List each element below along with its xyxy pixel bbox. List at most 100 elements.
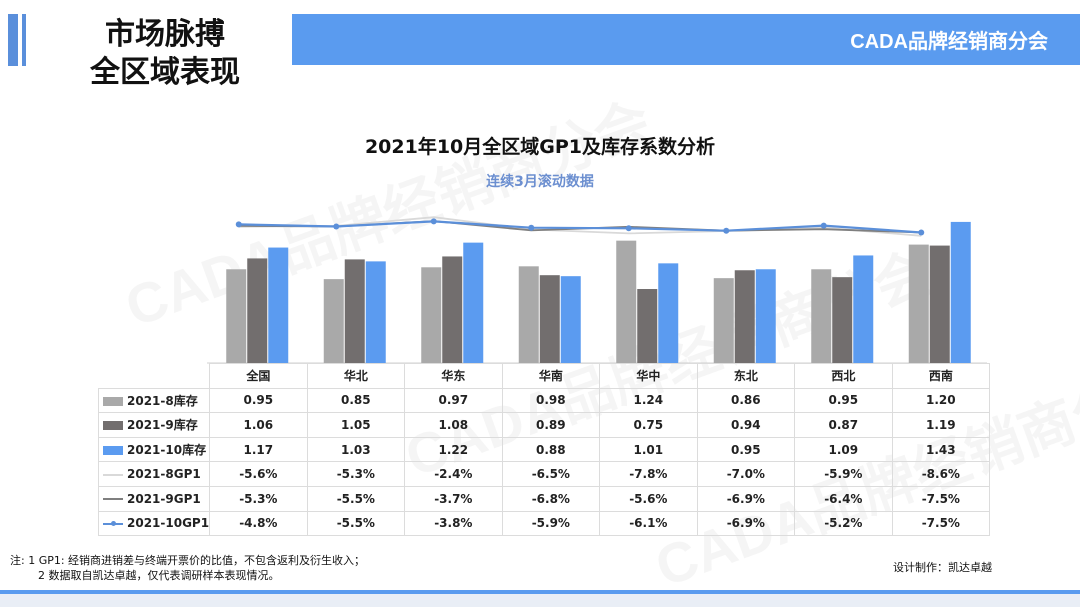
header-band: CADA品牌经销商分会: [292, 14, 1080, 65]
point-2021-10GP1: [528, 224, 535, 231]
data-label: 0.95: [209, 387, 308, 414]
category-label: 西北: [794, 363, 893, 389]
point-2021-10GP1: [235, 221, 242, 228]
legend-swatch: [103, 396, 123, 406]
table-row: 2021-9GP1 -5.3% -5.5% -3.7% -6.8% -5.6% -6.9% -…: [97, 485, 991, 512]
table-row: 2021-10GP1 -4.8% -5.5% -3.8% -5.9% -6.1% -6.9%…: [97, 510, 991, 537]
data-label: -7.0%: [696, 461, 796, 487]
legend-label: 2021-9库存: [127, 418, 198, 433]
data-label: 0.97: [404, 387, 503, 414]
data-label: -5.5%: [306, 485, 406, 512]
footnote-line2: 2 数据取自凯达卓越，仅代表调研样本表现情况。: [38, 569, 280, 582]
data-label: 1.19: [891, 412, 991, 438]
legend-label: 2021-9GP1: [127, 491, 201, 506]
data-label: -5.6%: [599, 485, 698, 512]
data-label: 1.43: [891, 436, 991, 463]
table-header-row: 全国 华北 华东 华南 华中 东北 西北 西南: [98, 363, 991, 389]
bar-2021-8库存: [226, 269, 247, 363]
bar-2021-9库存: [637, 289, 658, 363]
bar-2021-9库存: [539, 275, 560, 363]
bar-2021-8库存: [616, 240, 637, 363]
data-label: -7.5%: [891, 510, 991, 537]
data-label: 0.98: [501, 387, 601, 414]
data-label: -5.3%: [306, 461, 406, 487]
bottom-band: [0, 590, 1080, 607]
bar-2021-9库存: [442, 256, 463, 363]
bar-2021-8库存: [518, 266, 539, 363]
data-table: 全国 华北 华东 华南 华中 东北 西北 西南 2021-8库存 0.95 0.85…: [97, 363, 991, 537]
line-2021-10GP1: [238, 220, 922, 234]
legend-entry: 2021-9库存: [97, 412, 211, 438]
data-label: -5.9%: [794, 461, 893, 487]
bar-2021-8库存: [323, 279, 344, 363]
data-label: 1.08: [404, 412, 503, 438]
page-title: 市场脉搏 全区域表现: [60, 16, 270, 92]
category-label: 华北: [306, 363, 406, 389]
category-label: 东北: [696, 363, 796, 389]
data-label: 1.01: [599, 436, 698, 463]
data-label: -8.6%: [891, 461, 991, 487]
point-2021-10GP1: [723, 227, 730, 234]
legend-entry: 2021-9GP1: [97, 485, 211, 512]
bar-2021-8库存: [421, 267, 442, 363]
brand-label: CADA品牌经销商分会: [850, 31, 1048, 53]
legend-swatch: [103, 446, 123, 456]
bar-2021-10库存: [950, 221, 971, 363]
data-label: 1.17: [209, 436, 308, 463]
bar-2021-10库存: [560, 276, 581, 363]
footnote: 注: 1 GP1: 经销商进销差与终端开票价的比值，不包含返利及衍生收入； 2 …: [10, 553, 365, 583]
bar-2021-9库存: [247, 258, 268, 363]
data-label: -3.7%: [404, 485, 503, 512]
table-corner: [98, 363, 211, 389]
footnote-line1: 注: 1 GP1: 经销商进销差与终端开票价的比值，不包含返利及衍生收入；: [10, 554, 366, 567]
bar-2021-8库存: [713, 278, 734, 363]
data-label: 0.95: [696, 436, 796, 463]
category-label: 华东: [404, 363, 503, 389]
legend-line-swatch: [103, 473, 123, 476]
bottom-accent-line: [0, 590, 1080, 594]
data-label: 1.22: [404, 436, 503, 463]
chart-title: 2021年10月全区域GP1及库存系数分析: [364, 136, 716, 158]
bar-2021-10库存: [365, 261, 386, 363]
bar-2021-8库存: [908, 244, 929, 363]
bar-2021-10库存: [658, 263, 679, 363]
legend-label: 2021-8GP1: [127, 467, 201, 482]
legend-label: 2021-10GP1: [127, 516, 210, 531]
legend-swatch: [103, 421, 123, 431]
data-label: -5.6%: [209, 461, 308, 487]
data-label: 1.09: [794, 436, 893, 463]
bar-2021-9库存: [734, 270, 755, 363]
data-label: 1.03: [306, 436, 406, 463]
data-label: 0.88: [501, 436, 601, 463]
data-label: -3.8%: [404, 510, 503, 537]
data-label: -6.9%: [696, 485, 796, 512]
left-accent-bar: [8, 14, 18, 66]
data-label: 1.06: [209, 412, 308, 438]
line-2021-8GP1: [238, 216, 922, 237]
category-label: 全国: [209, 363, 308, 389]
legend-label: 2021-10库存: [127, 443, 207, 458]
chart-subtitle: 连续3月滚动数据: [486, 174, 594, 190]
data-label: 0.87: [794, 412, 893, 438]
point-2021-10GP1: [625, 225, 632, 232]
data-label: -2.4%: [404, 461, 503, 487]
category-label: 西南: [891, 363, 991, 389]
bar-2021-10库存: [755, 269, 776, 363]
data-label: -6.5%: [501, 461, 601, 487]
design-credit: 设计制作：凯达卓越: [893, 561, 992, 574]
legend-marker: [111, 520, 116, 526]
table-row: 2021-9库存 1.06 1.05 1.08 0.89 0.75 0.94 0.87 1.19: [97, 412, 991, 438]
point-2021-10GP1: [333, 223, 340, 230]
data-label: 0.86: [696, 387, 796, 414]
table-row: 2021-8库存 0.95 0.85 0.97 0.98 1.24 0.86 0.95 1.20: [97, 387, 991, 414]
data-label: 1.20: [891, 387, 991, 414]
data-label: -7.8%: [599, 461, 698, 487]
page-title-line1: 市场脉搏: [105, 17, 225, 52]
data-label: 0.95: [794, 387, 893, 414]
legend-label: 2021-8库存: [127, 393, 198, 408]
left-accent-bar-thin: [22, 14, 26, 66]
legend-entry: 2021-8GP1: [97, 461, 211, 487]
data-label: 0.85: [306, 387, 406, 414]
bar-2021-9库存: [832, 277, 853, 363]
